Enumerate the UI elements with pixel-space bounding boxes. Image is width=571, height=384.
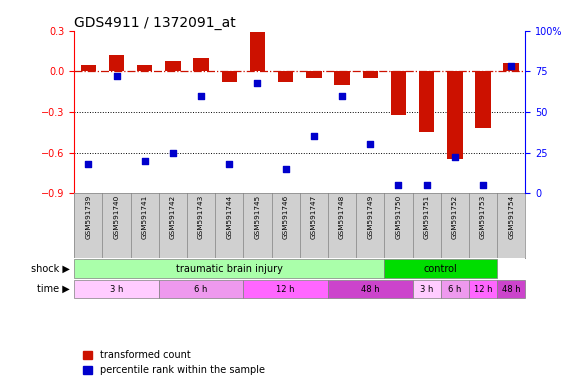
Text: GSM591746: GSM591746 — [283, 195, 289, 239]
Bar — [137, 65, 152, 71]
Bar — [243, 280, 328, 298]
Bar — [74, 259, 384, 278]
Bar — [504, 63, 519, 71]
Point — [112, 73, 121, 79]
Text: 48 h: 48 h — [361, 285, 380, 294]
Point — [196, 93, 206, 99]
Text: time ▶: time ▶ — [37, 284, 70, 294]
Point — [365, 141, 375, 147]
Point — [140, 157, 149, 164]
Text: 48 h: 48 h — [502, 285, 521, 294]
Bar — [334, 71, 350, 85]
Point — [253, 79, 262, 86]
Text: GSM591744: GSM591744 — [226, 195, 232, 239]
Point — [451, 154, 460, 161]
Point — [225, 161, 234, 167]
Bar — [165, 61, 180, 71]
Text: control: control — [424, 263, 457, 273]
Text: GSM591748: GSM591748 — [339, 195, 345, 239]
Bar — [328, 280, 412, 298]
Bar — [81, 65, 96, 71]
Text: 3 h: 3 h — [110, 285, 123, 294]
Text: GSM591742: GSM591742 — [170, 195, 176, 239]
Point — [309, 133, 319, 139]
Text: GSM591747: GSM591747 — [311, 195, 317, 239]
Bar — [108, 55, 124, 71]
Bar — [419, 71, 435, 132]
Point — [281, 166, 290, 172]
Text: GSM591751: GSM591751 — [424, 195, 429, 239]
Text: 3 h: 3 h — [420, 285, 433, 294]
Bar — [74, 280, 159, 298]
Bar — [497, 280, 525, 298]
Text: GSM591740: GSM591740 — [114, 195, 119, 239]
Bar — [413, 280, 441, 298]
Bar — [475, 71, 491, 128]
Text: GSM591741: GSM591741 — [142, 195, 148, 239]
Text: GSM591743: GSM591743 — [198, 195, 204, 239]
Text: 12 h: 12 h — [276, 285, 295, 294]
Text: 12 h: 12 h — [474, 285, 492, 294]
Bar — [250, 32, 266, 71]
Point — [394, 182, 403, 188]
Bar — [447, 71, 463, 159]
Bar — [469, 280, 497, 298]
Bar — [159, 280, 243, 298]
Bar — [278, 71, 293, 82]
Text: traumatic brain injury: traumatic brain injury — [176, 263, 283, 273]
Text: GSM591739: GSM591739 — [85, 195, 91, 239]
Text: GSM591753: GSM591753 — [480, 195, 486, 239]
Text: GSM591749: GSM591749 — [367, 195, 373, 239]
Text: GSM591754: GSM591754 — [508, 195, 514, 239]
Point — [337, 93, 347, 99]
Text: GSM591750: GSM591750 — [396, 195, 401, 239]
Text: GDS4911 / 1372091_at: GDS4911 / 1372091_at — [74, 16, 236, 30]
Point — [84, 161, 93, 167]
Bar — [222, 71, 237, 82]
Point — [168, 149, 178, 156]
Text: GSM591745: GSM591745 — [255, 195, 260, 239]
Bar — [194, 58, 209, 71]
Bar — [306, 71, 321, 78]
Text: 6 h: 6 h — [448, 285, 461, 294]
Bar — [391, 71, 406, 115]
Legend: transformed count, percentile rank within the sample: transformed count, percentile rank withi… — [79, 346, 268, 379]
Text: shock ▶: shock ▶ — [31, 263, 70, 273]
Point — [506, 63, 516, 70]
Bar — [441, 280, 469, 298]
Bar — [363, 71, 378, 78]
Bar — [384, 259, 497, 278]
Point — [422, 182, 431, 188]
Text: 6 h: 6 h — [194, 285, 208, 294]
Point — [478, 182, 488, 188]
Text: GSM591752: GSM591752 — [452, 195, 458, 239]
